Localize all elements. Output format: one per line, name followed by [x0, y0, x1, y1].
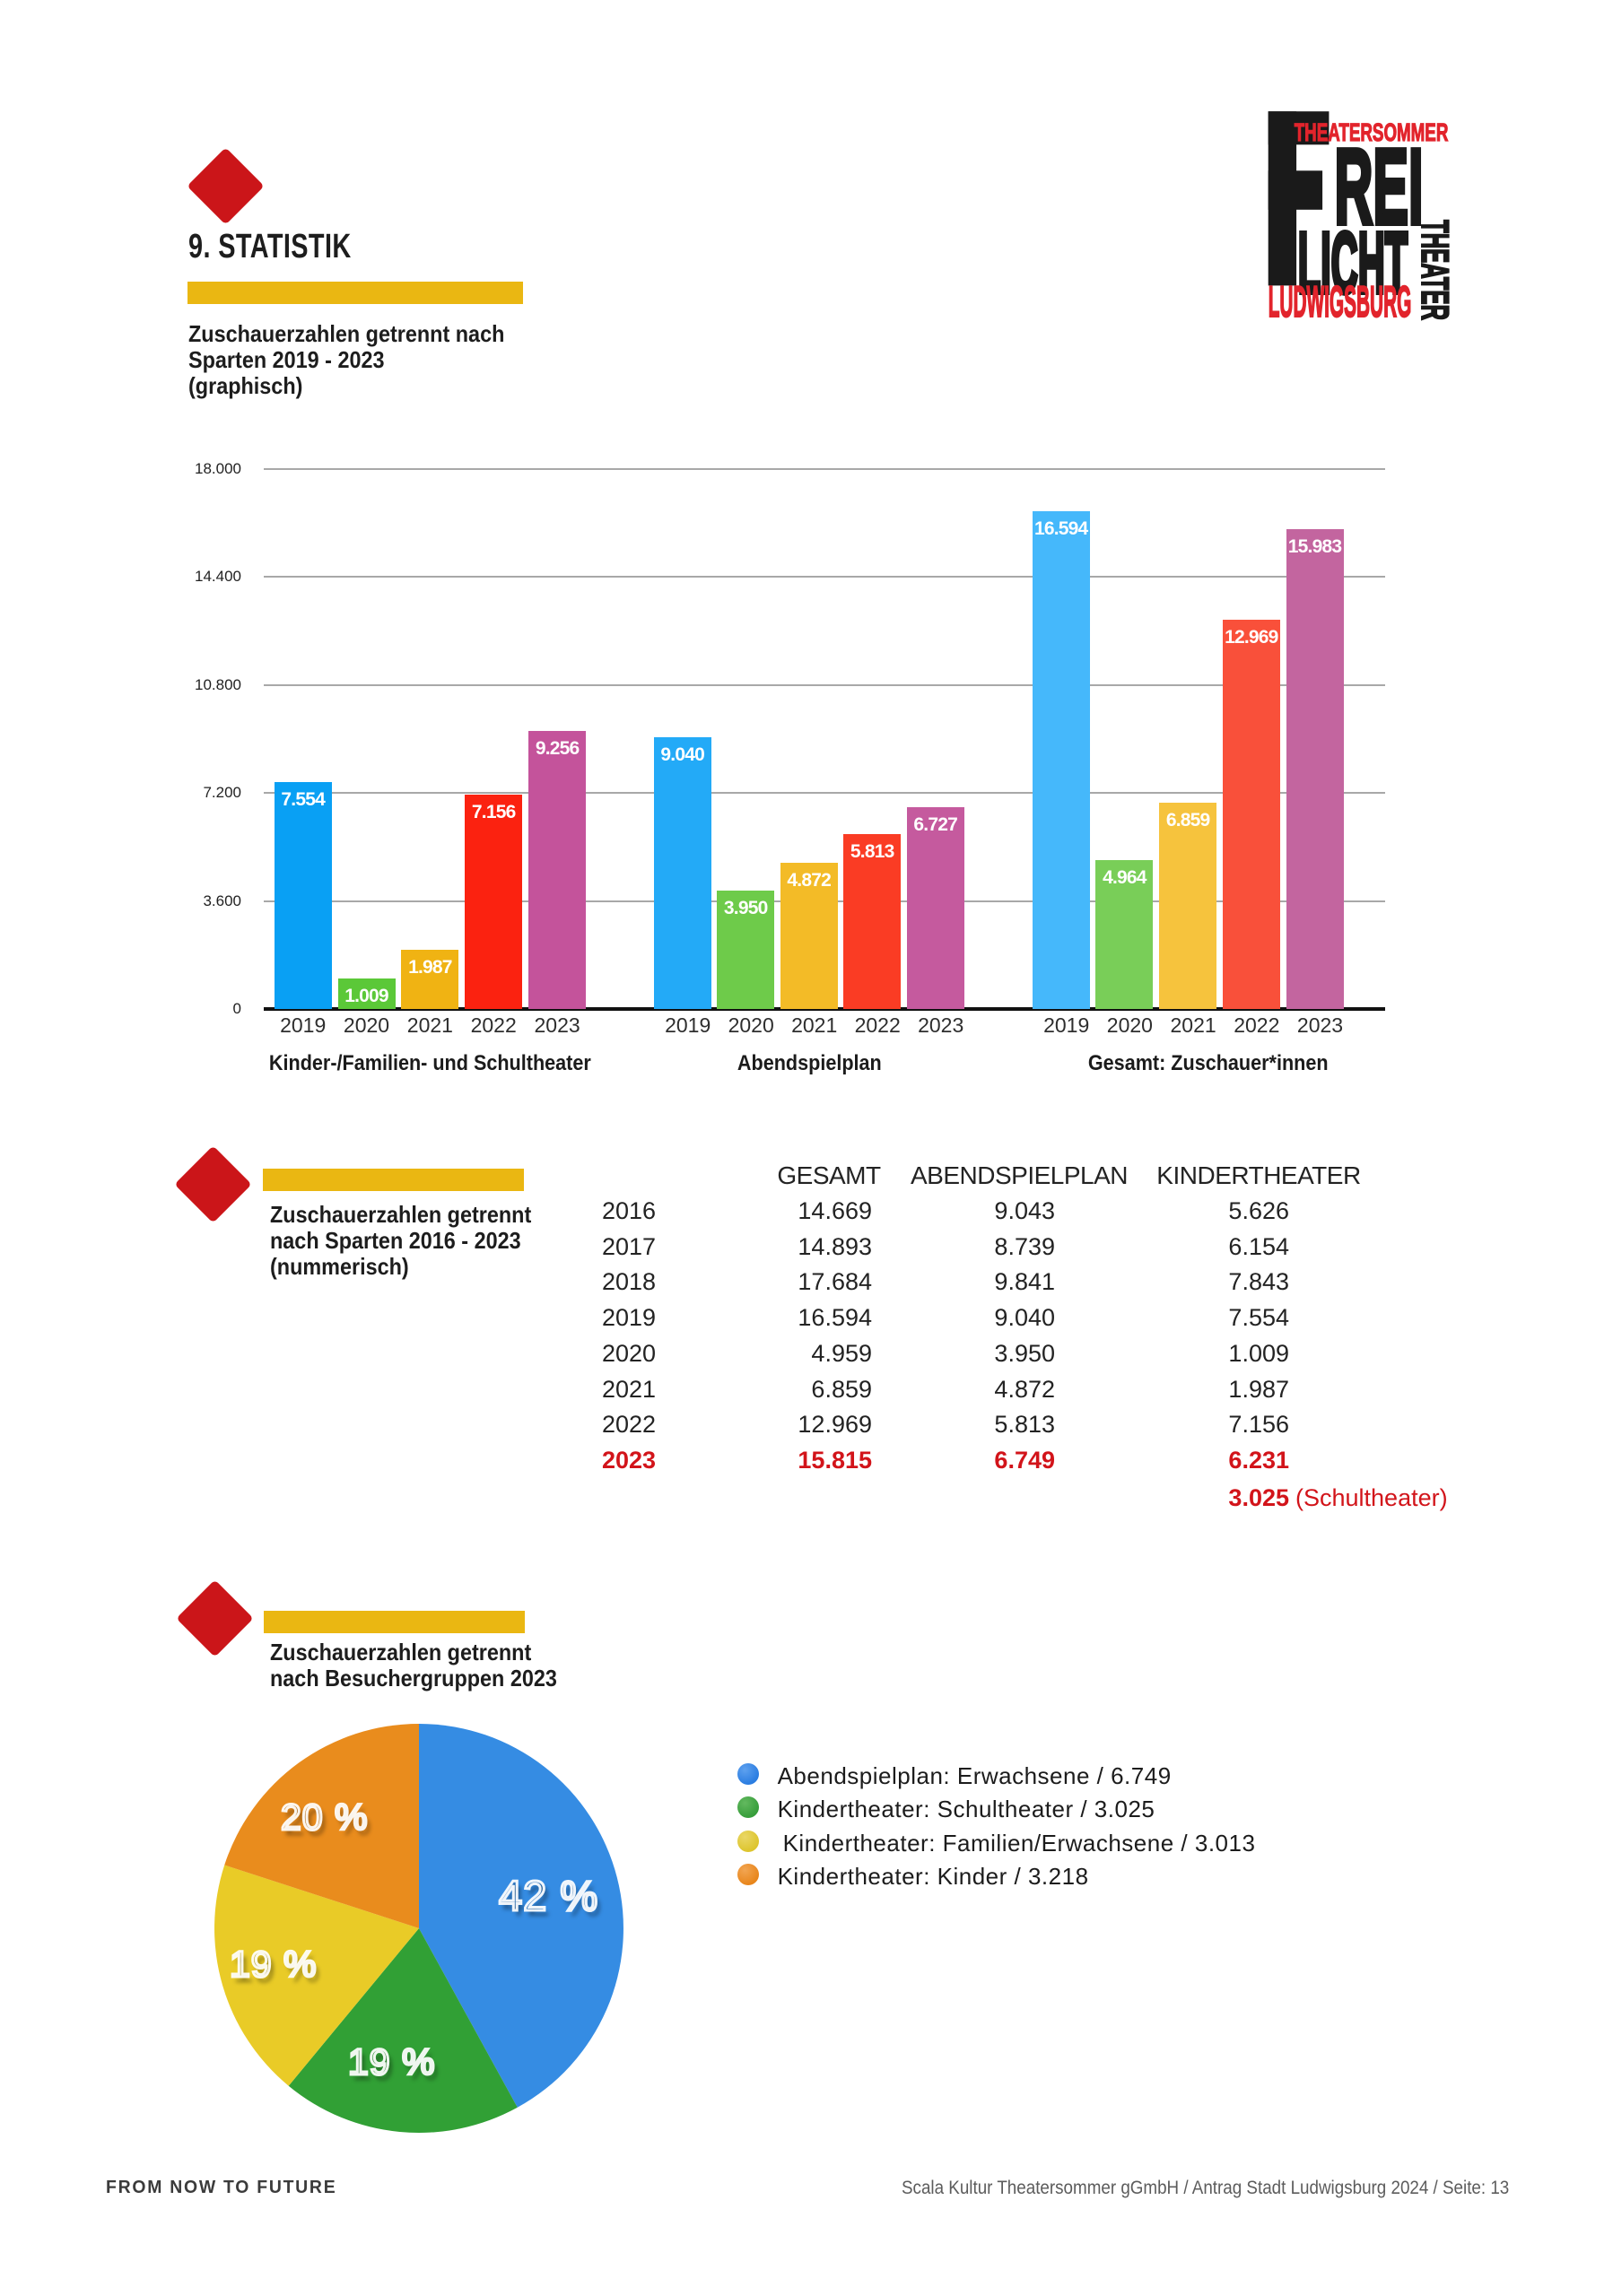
svg-text:THEATERSOMMER: THEATERSOMMER	[1295, 118, 1449, 146]
svg-text:THEATER: THEATER	[1413, 220, 1456, 320]
svg-text:REI: REI	[1335, 127, 1424, 247]
svg-text:LICHT: LICHT	[1298, 215, 1408, 311]
svg-text:LUDWIGSBURG: LUDWIGSBURG	[1269, 278, 1412, 326]
